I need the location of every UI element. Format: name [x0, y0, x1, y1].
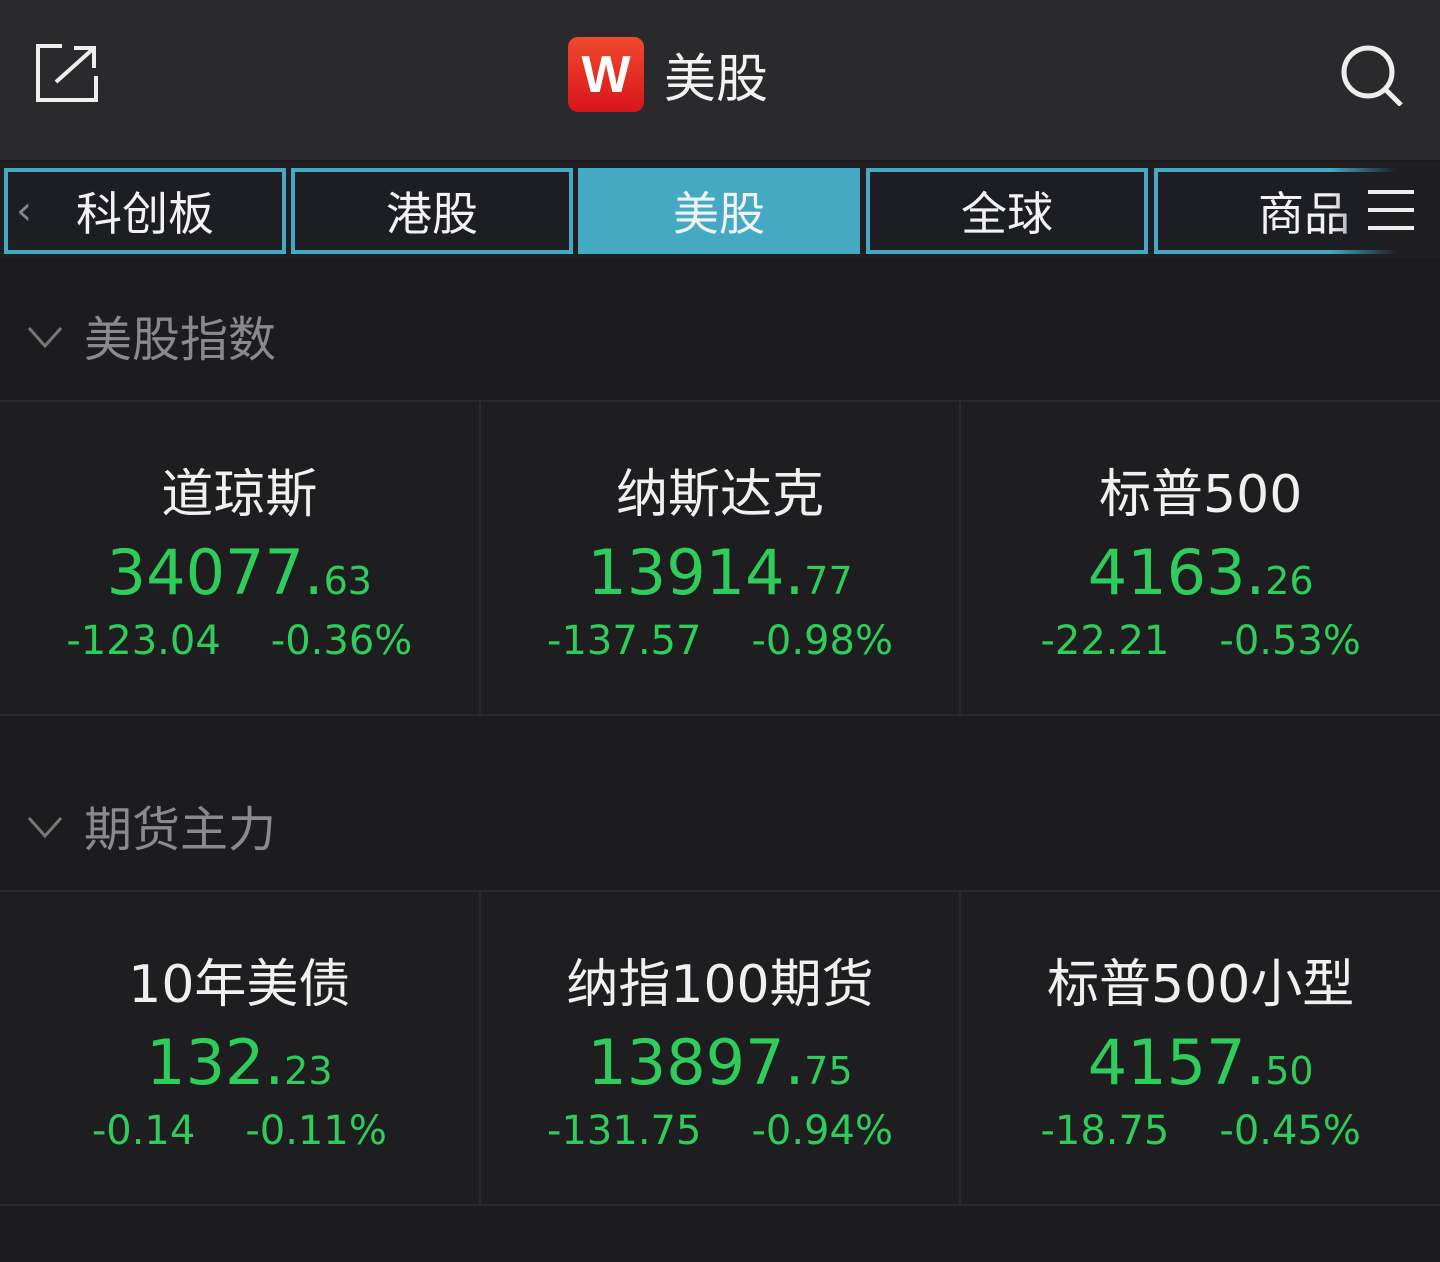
quote-pct: -0.53%	[1219, 618, 1361, 664]
brand: W 美股	[568, 37, 768, 112]
quote-price: 132.23	[0, 1026, 479, 1102]
quote-pct: -0.36%	[270, 618, 413, 664]
quote-pct: -0.98%	[751, 618, 893, 664]
quote-price: 34077.63	[0, 536, 479, 612]
quote-card[interactable]: 道琼斯 34077.63 -123.04 -0.36%	[0, 402, 481, 714]
chevron-down-icon	[27, 817, 63, 839]
quote-change: -137.57	[547, 618, 702, 664]
quote-card[interactable]: 纳指100期货 13897.75 -131.75 -0.94%	[480, 892, 962, 1204]
section-title: 美股指数	[84, 312, 277, 368]
chevron-left-icon[interactable]: ‹	[16, 188, 32, 234]
market-tabs: ‹ 科创板 港股 美股 全球 商品	[0, 162, 1440, 258]
quote-card[interactable]: 纳斯达克 13914.77 -137.57 -0.98%	[480, 402, 962, 714]
quote-price: 13914.77	[481, 536, 960, 612]
quote-name: 10年美债	[128, 955, 351, 1015]
page-title: 美股	[664, 50, 769, 110]
quote-change: -22.21	[1040, 618, 1170, 664]
price-int: 4157.	[1087, 1026, 1266, 1099]
quote-name: 道琼斯	[161, 465, 318, 525]
quote-pct: -0.94%	[751, 1108, 893, 1154]
price-int: 13914.	[587, 536, 805, 609]
tab-label: 美股	[673, 187, 765, 241]
chevron-down-icon	[27, 327, 63, 349]
price-dec: 75	[804, 1049, 853, 1093]
quote-change: -0.14	[91, 1108, 196, 1154]
tab-label: 全球	[961, 187, 1053, 241]
app-logo: W	[568, 37, 644, 112]
quote-name: 标普500	[1099, 465, 1303, 525]
section-title: 期货主力	[84, 802, 277, 858]
quote-card[interactable]: 10年美债 132.23 -0.14 -0.11%	[0, 892, 481, 1204]
quote-price: 13897.75	[481, 1026, 960, 1102]
quote-change: -123.04	[66, 618, 221, 664]
price-dec: 77	[804, 559, 853, 603]
tab-star-market[interactable]: ‹ 科创板	[4, 168, 286, 254]
futures-grid: 10年美债 132.23 -0.14 -0.11% 纳指100期货 13897.75 -1…	[0, 890, 1440, 1206]
price-dec: 63	[323, 559, 372, 603]
quote-name: 纳斯达克	[616, 465, 825, 525]
quote-change: -131.75	[547, 1108, 702, 1154]
quote-pct: -0.11%	[245, 1108, 387, 1154]
price-int: 132.	[146, 1026, 285, 1099]
price-dec: 23	[284, 1049, 333, 1093]
section-header-futures[interactable]: 期货主力	[26, 790, 276, 860]
menu-icon[interactable]	[1368, 190, 1414, 230]
share-icon[interactable]	[36, 44, 98, 102]
tab-label: 科创板	[76, 187, 214, 241]
quote-change: -18.75	[1040, 1108, 1170, 1154]
price-dec: 50	[1265, 1049, 1314, 1093]
quote-card[interactable]: 标普500小型 4157.50 -18.75 -0.45%	[961, 892, 1440, 1204]
quote-name: 标普500小型	[1047, 955, 1355, 1015]
tab-hk-stocks[interactable]: 港股	[291, 168, 573, 254]
search-icon[interactable]	[1340, 44, 1404, 106]
price-int: 4163.	[1087, 536, 1266, 609]
tab-label: 港股	[386, 187, 478, 241]
quote-card[interactable]: 标普500 4163.26 -22.21 -0.53%	[961, 402, 1440, 714]
quote-price: 4157.50	[961, 1026, 1440, 1102]
price-int: 34077.	[106, 536, 324, 609]
tab-global[interactable]: 全球	[866, 168, 1148, 254]
tab-us-stocks[interactable]: 美股	[578, 168, 860, 254]
quote-price: 4163.26	[961, 536, 1440, 612]
price-int: 13897.	[587, 1026, 805, 1099]
index-grid: 道琼斯 34077.63 -123.04 -0.36% 纳斯达克 13914.77 -13…	[0, 400, 1440, 716]
quote-name: 纳指100期货	[566, 955, 874, 1015]
header: W 美股	[0, 0, 1440, 160]
section-header-us-indices[interactable]: 美股指数	[26, 300, 276, 370]
quote-pct: -0.45%	[1219, 1108, 1361, 1154]
price-dec: 26	[1265, 559, 1314, 603]
